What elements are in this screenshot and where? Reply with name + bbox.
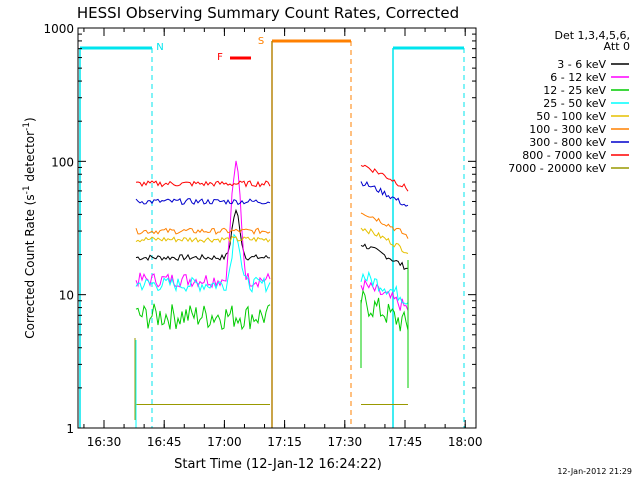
series-line-7 <box>360 181 409 207</box>
series-line-3 <box>360 289 409 332</box>
x-tick-label: 17:30 <box>328 435 363 449</box>
legend-header-line1: Det 1,3,4,5,6, <box>554 29 630 42</box>
series-line-6 <box>135 227 271 235</box>
series-line-8 <box>360 164 409 192</box>
legend-label: 6 - 12 keV <box>550 71 606 84</box>
plot-frame <box>77 27 477 429</box>
legend-label: 300 - 800 keV <box>529 136 606 149</box>
y-axis-label: Corrected Count Rate (s-1 detector-1) <box>22 117 37 338</box>
series-line-1 <box>360 243 408 271</box>
flag-label: N <box>156 42 163 53</box>
series-line-2 <box>135 160 271 289</box>
legend-header-line2: Att 0 <box>604 40 630 53</box>
flag-label: F <box>217 52 223 63</box>
y-tick-label: 1 <box>66 422 74 436</box>
series-line-1 <box>135 208 271 261</box>
series-line-3 <box>135 303 271 331</box>
series-line-4 <box>135 233 271 294</box>
y-tick-label: 1000 <box>43 22 74 36</box>
series-line-5 <box>135 236 271 244</box>
legend-label: 25 - 50 keV <box>543 97 606 110</box>
y-tick-label: 100 <box>51 155 74 169</box>
timestamp: 12-Jan-2012 21:29 <box>557 467 632 476</box>
flag-label: S <box>258 36 264 47</box>
x-tick-label: 17:00 <box>207 435 242 449</box>
legend-label: 7000 - 20000 keV <box>508 162 606 175</box>
series-line-5 <box>360 227 409 254</box>
series-line-6 <box>360 212 409 239</box>
legend-label: 12 - 25 keV <box>543 84 606 97</box>
x-axis: 16:30 16:45 17:00 17:15 17:30 17:45 18:00 <box>83 28 483 449</box>
series-line-2 <box>360 278 409 311</box>
x-tick-label: 18:00 <box>448 435 483 449</box>
series-line-4 <box>360 270 409 305</box>
x-tick-label: 16:45 <box>147 435 182 449</box>
series-line-8 <box>135 180 271 188</box>
x-tick-label: 17:45 <box>388 435 423 449</box>
x-tick-label: 17:15 <box>267 435 302 449</box>
legend-label: 50 - 100 keV <box>536 110 606 123</box>
chart-title: HESSI Observing Summary Count Rates, Cor… <box>77 4 459 22</box>
legend-label: 100 - 300 keV <box>529 123 606 136</box>
x-tick-label: 16:30 <box>87 435 122 449</box>
y-axis: 1 10 100 1000 <box>43 22 476 436</box>
legend-label: 3 - 6 keV <box>557 58 606 71</box>
plot-area: N S F <box>79 36 465 428</box>
series-line-7 <box>135 197 271 206</box>
x-axis-label: Start Time (12-Jan-12 16:24:22) <box>174 457 382 472</box>
legend-label: 800 - 7000 keV <box>522 149 606 162</box>
y-tick-label: 10 <box>59 289 74 303</box>
